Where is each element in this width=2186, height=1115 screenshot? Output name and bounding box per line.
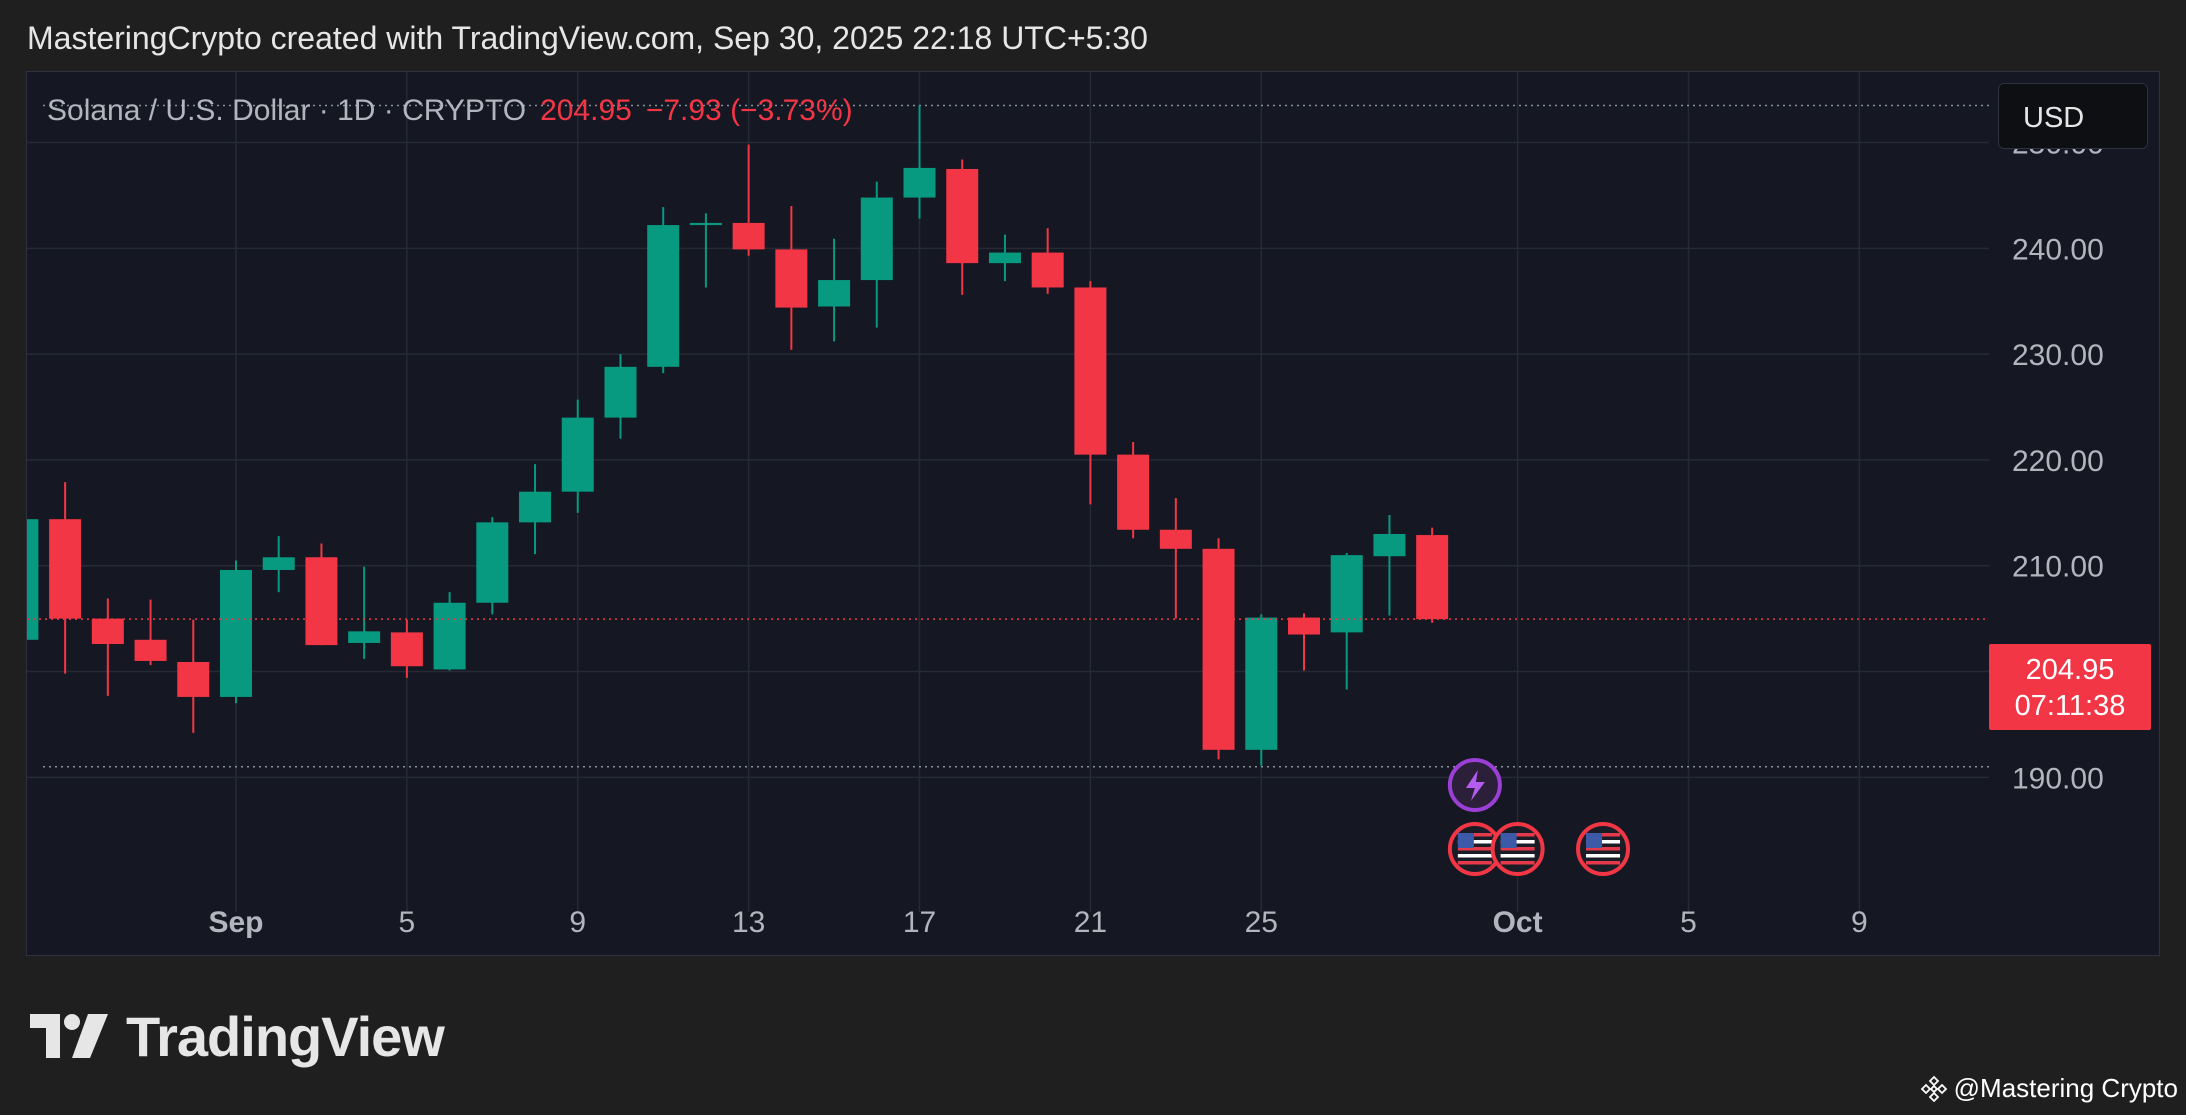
flag-canton [1457,833,1474,848]
flag-canton [1586,833,1603,848]
x-axis-tick-label: 25 [1245,906,1278,939]
candle-body[interactable] [305,557,338,646]
candle-body[interactable] [220,569,252,697]
tradingview-logo-icon [30,1014,108,1058]
price-tag-value: 204.95 [2025,654,2115,686]
y-axis-tick-label: 210.00 [2012,551,2104,584]
flag-stripe [1586,861,1621,865]
diamond-logo-icon [1920,1075,1947,1102]
candle-body[interactable] [903,167,936,198]
x-axis-tick-label: 9 [569,906,586,939]
flag-stripe [1457,854,1492,858]
candle-body[interactable] [689,222,722,226]
x-axis-tick-label: 5 [399,906,416,939]
candle-body[interactable] [1373,533,1406,557]
candle-body[interactable] [860,197,893,281]
lightning-bolt-icon [1465,770,1485,801]
flag-stripe [1500,833,1535,837]
candle-body[interactable] [134,639,167,661]
y-axis-tick-label: 220.00 [2012,445,2104,478]
flag-stripe [1457,861,1492,865]
y-axis-tick-label: 190.00 [2012,762,2104,795]
candle-body[interactable] [476,522,509,603]
x-axis-tick-label: 21 [1074,906,1107,939]
candle-body[interactable] [1245,617,1278,750]
flag-stripe [1500,847,1535,851]
author-watermark: @Mastering Crypto [1920,1073,2178,1104]
symbol-name: Solana / U.S. Dollar · 1D · CRYPTO [47,94,527,127]
x-axis-tick-label: Sep [208,906,263,939]
flag-stripe [1586,854,1621,858]
candle-body[interactable] [390,632,423,667]
candle-body[interactable] [647,225,680,367]
candle-body[interactable] [49,519,82,619]
candle-body[interactable] [775,249,808,308]
flag-stripe [1586,847,1621,851]
candle-body[interactable] [732,222,765,250]
candle-body[interactable] [1117,454,1150,530]
price-change: −7.93 (−3.73%) [645,94,853,127]
candle-body[interactable] [1288,617,1320,635]
x-axis-tick-label: 13 [732,906,765,939]
candle-body[interactable] [946,168,979,264]
candle-body[interactable] [91,618,124,645]
candle-body[interactable] [348,631,381,643]
chart-panel[interactable]: 190.00200.00210.00220.00230.00240.00250.… [26,71,2160,956]
candle-body[interactable] [818,280,851,307]
candle-body[interactable] [177,662,210,697]
y-axis-tick-label: 230.00 [2012,339,2104,372]
x-axis-tick-label: 5 [1680,906,1697,939]
last-price: 204.95 [540,94,632,127]
flag-stripe [1457,840,1492,844]
flag-stripe [1586,833,1621,837]
candle-body[interactable] [988,252,1021,264]
last-price-tag: 204.95 07:11:38 [1989,644,2151,730]
flag-stripe [1500,854,1535,858]
candle-body[interactable] [262,557,295,570]
candle-body[interactable] [1074,287,1107,455]
flag-canton [1500,833,1517,848]
x-axis-tick-label: 17 [903,906,936,939]
candle-body[interactable] [1031,252,1064,288]
flag-stripe [1500,840,1535,844]
candle-body[interactable] [433,602,466,670]
candle-body[interactable] [1330,555,1363,633]
x-axis-tick-label: Oct [1493,906,1543,939]
candle-body[interactable] [519,491,552,523]
candle-body[interactable] [604,366,637,418]
candle-body[interactable] [27,519,39,640]
tradingview-logo[interactable]: TradingView [30,1005,445,1068]
candle-body[interactable] [1159,529,1192,549]
y-axis-tick-label: 240.00 [2012,233,2104,266]
tradingview-wordmark: TradingView [126,1004,445,1068]
candle-body[interactable] [561,417,594,492]
chart-header: MasteringCrypto created with TradingView… [27,20,1148,56]
flag-stripe [1586,840,1621,844]
price-tag-countdown: 07:11:38 [2014,690,2126,722]
watermark-text: @Mastering Crypto [1953,1073,2178,1103]
flag-stripe [1500,861,1535,865]
flag-stripe [1457,833,1492,837]
candlestick-chart[interactable]: 190.00200.00210.00220.00230.00240.00250.… [27,72,2160,956]
candle-body[interactable] [1416,535,1449,620]
candle-body[interactable] [1202,548,1235,750]
symbol-legend[interactable]: Solana / U.S. Dollar · 1D · CRYPTO 204.95… [47,94,853,128]
currency-button[interactable]: USD [1998,83,2148,149]
flag-stripe [1457,847,1492,851]
x-axis-tick-label: 9 [1851,906,1868,939]
